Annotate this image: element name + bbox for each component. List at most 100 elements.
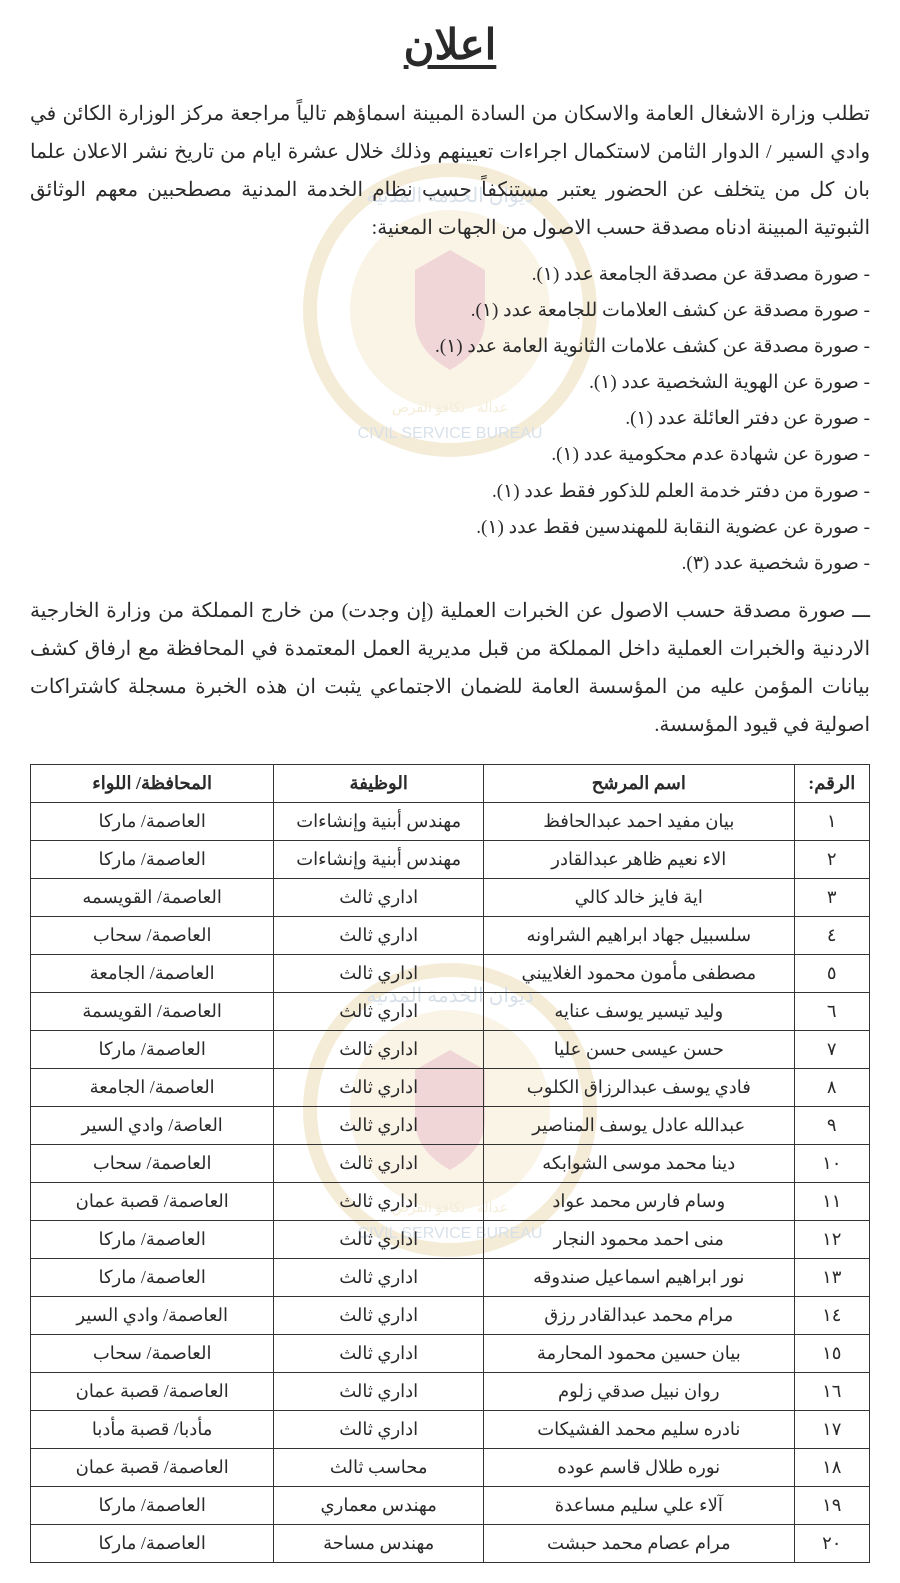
table-cell: وسام فارس محمد عواد xyxy=(484,1182,794,1220)
table-cell: مصطفى مأمون محمود الغلاييني xyxy=(484,954,794,992)
table-cell: اداري ثالث xyxy=(274,1334,484,1372)
requirement-item: صورة شخصية عدد (٣). xyxy=(30,546,870,582)
table-cell: اداري ثالث xyxy=(274,1182,484,1220)
table-cell: ٧ xyxy=(794,1030,870,1068)
table-cell: حسن عيسى حسن عليا xyxy=(484,1030,794,1068)
table-row: ١٠دينا محمد موسى الشوابكهاداري ثالثالعاص… xyxy=(31,1144,870,1182)
col-header-position: الوظيفة xyxy=(274,764,484,802)
table-cell: اداري ثالث xyxy=(274,1296,484,1334)
table-row: ١٦روان نبيل صدقي زلوماداري ثالثالعاصمة/ … xyxy=(31,1372,870,1410)
table-cell: عبدالله عادل يوسف المناصير xyxy=(484,1106,794,1144)
table-cell: ١١ xyxy=(794,1182,870,1220)
table-cell: اداري ثالث xyxy=(274,916,484,954)
table-cell: العاصمة/ الجامعة xyxy=(31,954,274,992)
requirement-item: صورة من دفتر خدمة العلم للذكور فقط عدد (… xyxy=(30,474,870,510)
table-row: ٩عبدالله عادل يوسف المناصيراداري ثالثالع… xyxy=(31,1106,870,1144)
table-cell: آلاء علي سليم مساعدة xyxy=(484,1486,794,1524)
table-cell: ١٤ xyxy=(794,1296,870,1334)
table-row: ١٧نادره سليم محمد الفشيكاتاداري ثالثمأدب… xyxy=(31,1410,870,1448)
table-cell: وليد تيسير يوسف عنايه xyxy=(484,992,794,1030)
requirement-item: صورة عن شهادة عدم محكومية عدد (١). xyxy=(30,437,870,473)
table-cell: العاصمة/ سحاب xyxy=(31,916,274,954)
table-cell: العاصمة/ ماركا xyxy=(31,1258,274,1296)
table-cell: العاصمة/ ماركا xyxy=(31,840,274,878)
intro-paragraph: تطلب وزارة الاشغال العامة والاسكان من ال… xyxy=(30,95,870,247)
table-cell: مهندس أبنية وإنشاءات xyxy=(274,802,484,840)
requirement-item: صورة عن الهوية الشخصية عدد (١). xyxy=(30,365,870,401)
table-cell: اداري ثالث xyxy=(274,954,484,992)
table-cell: محاسب ثالث xyxy=(274,1448,484,1486)
table-cell: ٢٠ xyxy=(794,1524,870,1562)
table-row: ٢الاء نعيم ظاهر عبدالقادرمهندس أبنية وإن… xyxy=(31,840,870,878)
table-cell: مأدبا/ قصبة مأدبا xyxy=(31,1410,274,1448)
table-row: ٦وليد تيسير يوسف عنايهاداري ثالثالعاصمة/… xyxy=(31,992,870,1030)
table-cell: بيان حسين محمود المحارمة xyxy=(484,1334,794,1372)
table-row: ٤سلسبيل جهاد ابراهيم الشراونهاداري ثالثا… xyxy=(31,916,870,954)
table-cell: فادي يوسف عبدالرزاق الكلوب xyxy=(484,1068,794,1106)
table-cell: مهندس معماري xyxy=(274,1486,484,1524)
table-row: ٢٠مرام عصام محمد حبشتمهندس مساحةالعاصمة/… xyxy=(31,1524,870,1562)
experience-paragraph: ـــ صورة مصدقة حسب الاصول عن الخبرات الع… xyxy=(30,592,870,744)
requirements-list: صورة مصدقة عن مصدقة الجامعة عدد (١). صور… xyxy=(30,257,870,582)
table-cell: اية فايز خالد كالي xyxy=(484,878,794,916)
table-cell: ١٧ xyxy=(794,1410,870,1448)
table-cell: نادره سليم محمد الفشيكات xyxy=(484,1410,794,1448)
table-cell: ١٩ xyxy=(794,1486,870,1524)
col-header-location: المحافظة/ اللواء xyxy=(31,764,274,802)
table-cell: العاصمة/ سحاب xyxy=(31,1334,274,1372)
requirement-item: صورة عن دفتر العائلة عدد (١). xyxy=(30,401,870,437)
table-row: ٧حسن عيسى حسن عليااداري ثالثالعاصمة/ مار… xyxy=(31,1030,870,1068)
table-cell: العاصة/ وادي السير xyxy=(31,1106,274,1144)
table-body: ١بيان مفيد احمد عبدالحافظمهندس أبنية وإن… xyxy=(31,802,870,1562)
page-title: اعلان xyxy=(30,20,870,70)
table-cell: العاصمة/ قصبة عمان xyxy=(31,1372,274,1410)
requirement-item: صورة مصدقة عن كشف علامات الثانوية العامة… xyxy=(30,329,870,365)
table-row: ١بيان مفيد احمد عبدالحافظمهندس أبنية وإن… xyxy=(31,802,870,840)
table-row: ٣اية فايز خالد كالياداري ثالثالعاصمة/ ال… xyxy=(31,878,870,916)
table-row: ١٩آلاء علي سليم مساعدةمهندس معماريالعاصم… xyxy=(31,1486,870,1524)
table-cell: ٩ xyxy=(794,1106,870,1144)
table-cell: ١٠ xyxy=(794,1144,870,1182)
table-cell: ١ xyxy=(794,802,870,840)
table-cell: منى احمد محمود النجار xyxy=(484,1220,794,1258)
col-header-number: الرقم: xyxy=(794,764,870,802)
table-header-row: الرقم: اسم المرشح الوظيفة المحافظة/ اللو… xyxy=(31,764,870,802)
table-cell: العاصمة/ قصبة عمان xyxy=(31,1448,274,1486)
table-cell: روان نبيل صدقي زلوم xyxy=(484,1372,794,1410)
table-cell: العاصمة/ ماركا xyxy=(31,1486,274,1524)
table-row: ١٥بيان حسين محمود المحارمةاداري ثالثالعا… xyxy=(31,1334,870,1372)
table-cell: اداري ثالث xyxy=(274,1068,484,1106)
table-cell: ١٣ xyxy=(794,1258,870,1296)
table-cell: اداري ثالث xyxy=(274,1030,484,1068)
table-cell: ٥ xyxy=(794,954,870,992)
table-cell: ٦ xyxy=(794,992,870,1030)
table-cell: العاصمة/ ماركا xyxy=(31,1524,274,1562)
table-row: ٥مصطفى مأمون محمود الغلايينياداري ثالثال… xyxy=(31,954,870,992)
table-cell: دينا محمد موسى الشوابكه xyxy=(484,1144,794,1182)
table-row: ١٢منى احمد محمود النجاراداري ثالثالعاصمة… xyxy=(31,1220,870,1258)
table-row: ١٣نور ابراهيم اسماعيل صندوقهاداري ثالثال… xyxy=(31,1258,870,1296)
table-cell: ١٨ xyxy=(794,1448,870,1486)
table-cell: العاصمة/ ماركا xyxy=(31,1220,274,1258)
table-cell: اداري ثالث xyxy=(274,1410,484,1448)
table-row: ١٤مرام محمد عبدالقادر رزقاداري ثالثالعاص… xyxy=(31,1296,870,1334)
table-cell: اداري ثالث xyxy=(274,1258,484,1296)
table-cell: ٢ xyxy=(794,840,870,878)
table-cell: بيان مفيد احمد عبدالحافظ xyxy=(484,802,794,840)
table-cell: ٨ xyxy=(794,1068,870,1106)
table-cell: الاء نعيم ظاهر عبدالقادر xyxy=(484,840,794,878)
table-cell: اداري ثالث xyxy=(274,992,484,1030)
table-cell: ٣ xyxy=(794,878,870,916)
table-cell: ١٢ xyxy=(794,1220,870,1258)
table-cell: اداري ثالث xyxy=(274,1144,484,1182)
table-cell: مرام عصام محمد حبشت xyxy=(484,1524,794,1562)
table-row: ١١وسام فارس محمد عواداداري ثالثالعاصمة/ … xyxy=(31,1182,870,1220)
requirement-item: صورة مصدقة عن كشف العلامات للجامعة عدد (… xyxy=(30,293,870,329)
table-row: ٨فادي يوسف عبدالرزاق الكلوباداري ثالثالع… xyxy=(31,1068,870,1106)
table-cell: اداري ثالث xyxy=(274,878,484,916)
table-cell: مرام محمد عبدالقادر رزق xyxy=(484,1296,794,1334)
table-cell: سلسبيل جهاد ابراهيم الشراونه xyxy=(484,916,794,954)
table-cell: العاصمة/ ماركا xyxy=(31,802,274,840)
table-cell: اداري ثالث xyxy=(274,1372,484,1410)
table-cell: ١٦ xyxy=(794,1372,870,1410)
